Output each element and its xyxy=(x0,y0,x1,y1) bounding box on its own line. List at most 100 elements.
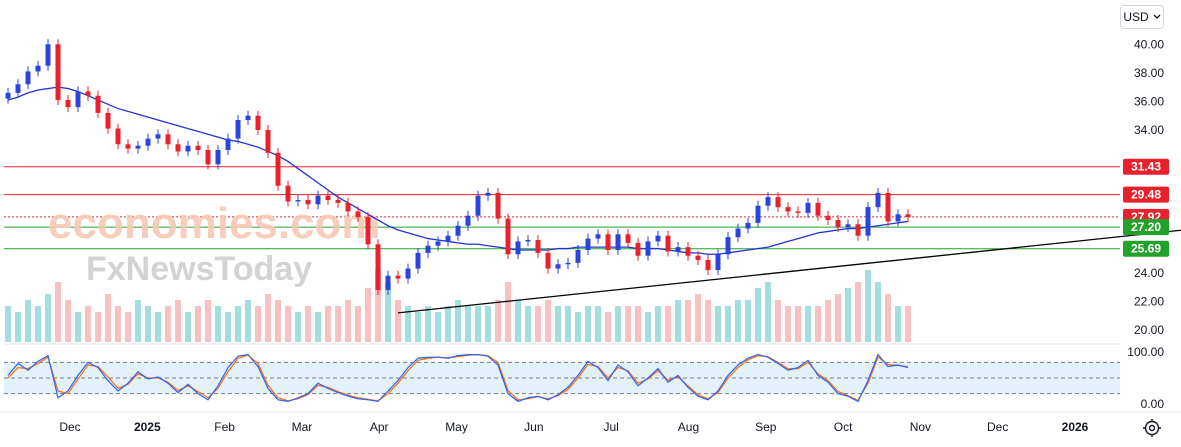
time-label-2: Feb xyxy=(214,420,235,434)
candle-body xyxy=(35,65,41,72)
volume-bar xyxy=(705,300,711,342)
volume-bar xyxy=(75,312,81,342)
candle-body xyxy=(455,225,461,236)
candle-body xyxy=(265,130,271,153)
candle-body xyxy=(145,138,151,146)
candlesticks xyxy=(5,39,911,295)
volume-bar xyxy=(165,306,171,342)
volume-bar xyxy=(875,282,881,342)
volume-bar xyxy=(405,306,411,342)
level-tag-3 xyxy=(1123,219,1169,236)
candle-body xyxy=(705,260,711,270)
volume-bar xyxy=(635,306,641,342)
volume-bar xyxy=(675,300,681,342)
volume-bar xyxy=(65,300,71,342)
candle-body xyxy=(755,205,761,223)
volume-bar xyxy=(475,306,481,342)
volume-bar xyxy=(185,312,191,342)
volume-bar xyxy=(725,306,731,342)
stochastic-oscillator: 100.00 0.00 xyxy=(4,343,1164,411)
candle-body xyxy=(615,234,621,250)
candle-body xyxy=(725,237,731,255)
candle-body xyxy=(595,234,601,239)
candle-body xyxy=(805,202,811,213)
volume-bar xyxy=(225,312,231,342)
candle-body xyxy=(605,234,611,250)
candle-body xyxy=(845,224,851,228)
candle-body xyxy=(135,145,141,149)
candle-body xyxy=(635,242,641,256)
currency-label: USD xyxy=(1123,10,1149,24)
volume-bar xyxy=(815,306,821,342)
volume-bar xyxy=(45,294,51,342)
time-label-8: Aug xyxy=(678,420,699,434)
volume-bar xyxy=(555,306,561,342)
candle-body xyxy=(495,192,501,219)
candle-body xyxy=(785,207,791,212)
stoch-k-line xyxy=(7,353,909,403)
candle-body xyxy=(55,44,61,100)
candle-body xyxy=(685,247,691,256)
candle-body xyxy=(625,234,631,243)
candle-body xyxy=(775,197,781,208)
volume-bar xyxy=(485,306,491,342)
candle-body xyxy=(415,252,421,269)
time-label-5: May xyxy=(445,420,468,434)
candle-body xyxy=(335,200,341,203)
candle-body xyxy=(215,150,221,165)
candle-body xyxy=(475,195,481,216)
candle-body xyxy=(675,247,681,252)
candle-body xyxy=(575,250,581,263)
candle-body xyxy=(405,268,411,279)
volume-bar xyxy=(25,300,31,342)
price-tick-10: 20.00 xyxy=(1134,323,1164,337)
volume-bar xyxy=(155,312,161,342)
candle-body xyxy=(255,115,261,130)
level-label-3: 27.20 xyxy=(1131,220,1161,234)
volume-bar xyxy=(285,306,291,342)
volume-bar xyxy=(795,306,801,342)
volume-bar xyxy=(545,300,551,342)
candle-body xyxy=(365,217,371,245)
time-label-10: Oct xyxy=(834,420,853,434)
volume-bar xyxy=(265,294,271,342)
volume-bar xyxy=(715,306,721,342)
volume-bar xyxy=(145,306,151,342)
currency-button[interactable]: USD xyxy=(1120,5,1164,29)
candle-body xyxy=(155,134,161,139)
volume-bar xyxy=(805,306,811,342)
candle-body xyxy=(105,112,111,129)
candle-body xyxy=(315,195,321,205)
volume-bar xyxy=(115,306,121,342)
watermark-economies: economies.com xyxy=(48,199,381,248)
candle-body xyxy=(75,91,81,108)
volume-bar xyxy=(595,306,601,342)
candle-body xyxy=(835,220,841,228)
volume-bar xyxy=(5,306,11,342)
time-label-13: 2026 xyxy=(1062,420,1089,434)
candle-body xyxy=(535,240,541,253)
volume-bar xyxy=(245,300,251,342)
chevron-down-icon xyxy=(1153,14,1161,19)
gear-icon[interactable] xyxy=(1141,417,1163,439)
trend-line[interactable] xyxy=(397,220,1181,314)
volume-bar xyxy=(375,270,381,342)
candle-body xyxy=(655,235,661,242)
volume-bar xyxy=(275,300,281,342)
candle-body xyxy=(825,215,831,220)
time-label-12: Dec xyxy=(987,420,1008,434)
candle-body xyxy=(435,241,441,246)
volume-bar xyxy=(125,312,131,342)
time-label-11: Nov xyxy=(910,420,931,434)
candle-body xyxy=(865,207,871,236)
volume-bar xyxy=(415,312,421,342)
price-tick-0: 40.00 xyxy=(1134,37,1164,51)
candle-body xyxy=(855,224,861,236)
volume-bar xyxy=(15,312,21,342)
candle-body xyxy=(745,222,751,229)
volume-bar xyxy=(295,312,301,342)
level-tag-4 xyxy=(1123,240,1169,257)
volume-bar xyxy=(505,282,511,342)
candle-body xyxy=(95,95,101,113)
